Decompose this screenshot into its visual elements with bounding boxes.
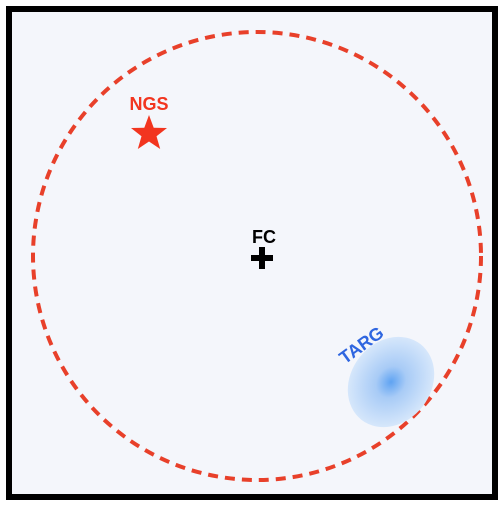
ngs-label: NGS (129, 94, 168, 114)
star-icon (131, 115, 167, 149)
field-center-marker: FC (251, 227, 276, 269)
galaxy-blob-icon (347, 336, 435, 428)
field-frame (6, 6, 498, 500)
ngs-marker: NGS (129, 94, 169, 149)
field-of-view-circle (31, 30, 483, 482)
plus-icon (251, 247, 273, 269)
target-marker: TARG (336, 322, 435, 428)
fc-label: FC (252, 227, 276, 247)
